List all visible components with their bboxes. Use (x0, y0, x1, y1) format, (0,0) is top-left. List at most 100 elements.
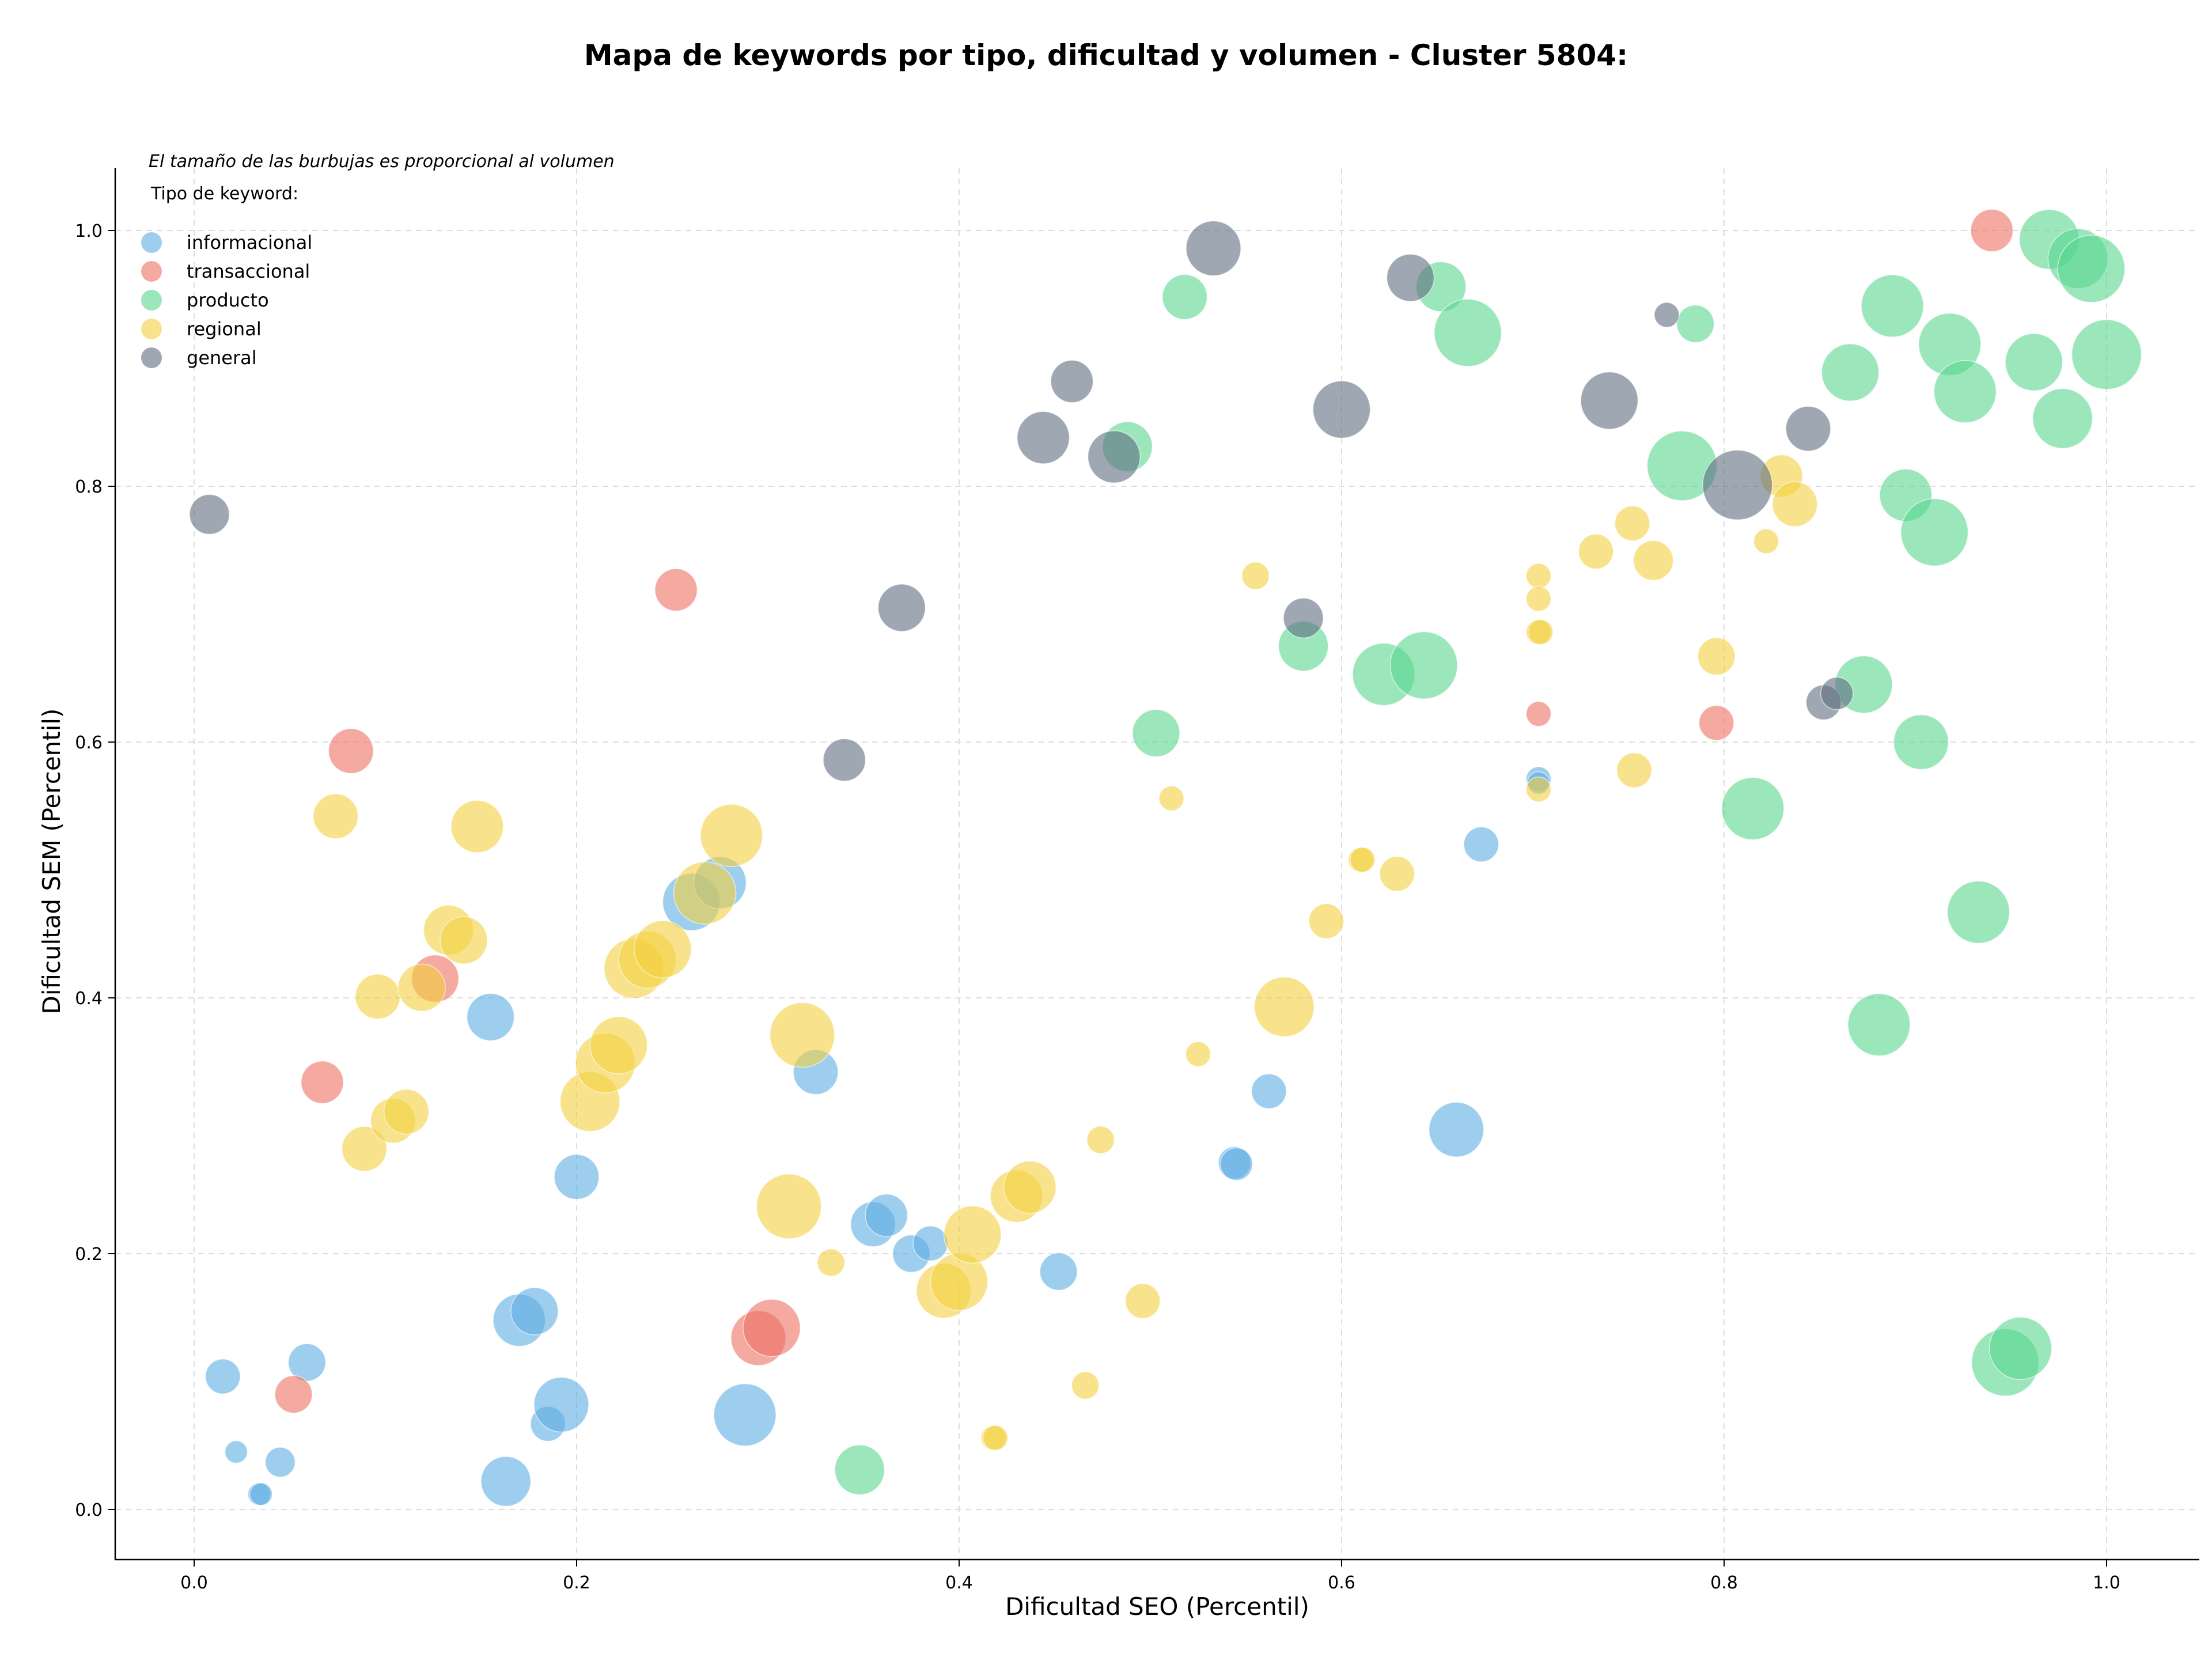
legend-label-regional: regional (187, 318, 262, 340)
bubble-informacional (912, 1225, 949, 1262)
bubble-regional (1253, 976, 1315, 1038)
x-tick-label: 0.2 (563, 1573, 590, 1593)
bubble-general (1312, 380, 1371, 439)
bubble-regional (1379, 856, 1415, 892)
bubble-regional (440, 916, 488, 964)
bubble-informacional (1463, 826, 1499, 862)
bubble-informacional (1428, 1102, 1484, 1157)
bubble-informacional (249, 1482, 273, 1506)
bubble-regional (1614, 505, 1650, 542)
legend-marker-producto (141, 290, 162, 311)
legend-marker-transaccional (141, 261, 162, 282)
bubble-regional (1697, 637, 1736, 676)
bubble-regional (982, 1425, 1009, 1451)
bubble-general (1580, 371, 1639, 430)
bubble-regional (450, 800, 504, 853)
x-axis-label: Dificultad SEO (Percentil) (1005, 1592, 1309, 1621)
legend-marker-regional (141, 319, 162, 339)
bubble-regional (1086, 1125, 1115, 1154)
bubble-producto (2071, 319, 2142, 390)
bubble-producto (1434, 298, 1502, 367)
bubble-informacional (466, 993, 515, 1042)
bubble-informacional (480, 1456, 532, 1507)
bubble-producto (1847, 993, 1911, 1057)
bubble-general (823, 738, 866, 782)
series-informacional (204, 766, 1552, 1507)
bubble-regional (1578, 534, 1614, 570)
bubble-regional (1308, 903, 1344, 939)
x-tick-label: 0.8 (1710, 1573, 1738, 1593)
bubble-regional (1158, 785, 1184, 812)
legend-items: informacional transaccional producto region… (141, 232, 312, 369)
bubble-regional (1071, 1371, 1100, 1400)
gridlines (115, 168, 2199, 1560)
x-tick-label: 0.4 (945, 1573, 973, 1593)
bubble-regional (1185, 1041, 1211, 1068)
bubble-regional (633, 920, 692, 979)
bubble-regional (1124, 1283, 1161, 1319)
bubble-informacional (264, 1447, 296, 1478)
size-annotation: El tamaño de las burbujas es proporciona… (149, 152, 615, 172)
x-tick-label: 0.6 (1328, 1573, 1355, 1593)
bubble-informacional (865, 1193, 908, 1237)
legend-label-general: general (187, 347, 257, 369)
bubble-informacional (1039, 1252, 1078, 1291)
y-ticks: 0.0 0.2 0.4 0.6 0.8 1.0 (75, 221, 115, 1520)
y-tick-label: 0.4 (75, 989, 103, 1009)
y-tick-label: 0.0 (75, 1500, 103, 1520)
series-general (189, 220, 1854, 782)
bubble-regional (355, 974, 401, 1020)
bubble-producto (1946, 880, 2010, 944)
bubble-general (1050, 360, 1094, 403)
legend-title: Tipo de keyword: (150, 184, 298, 204)
bubble-regional (1241, 561, 1270, 590)
bubble-informacional (224, 1440, 248, 1464)
legend-label-producto: producto (187, 289, 269, 311)
series-regional (313, 454, 1818, 1451)
bubble-general (1654, 302, 1680, 328)
bubble-transaccional (1970, 209, 2014, 252)
bubble-transaccional (654, 568, 698, 612)
bubble-producto (1988, 1316, 2052, 1380)
bubble-producto (834, 1444, 885, 1496)
bubble-producto (1676, 304, 1715, 343)
bubble-regional (1527, 619, 1554, 645)
bubble-general (1185, 220, 1241, 277)
bubble-informacional (713, 1383, 777, 1447)
bubble-regional (1772, 481, 1818, 527)
bubble-producto (1933, 360, 1997, 423)
bubble-informacional (554, 1154, 600, 1200)
bubble-regional (943, 1205, 1002, 1264)
legend-label-informacional: informacional (187, 232, 312, 253)
bubble-producto (2005, 333, 2063, 392)
bubble-producto (2032, 388, 2093, 449)
x-tick-label: 0.0 (180, 1573, 208, 1593)
y-tick-label: 0.6 (75, 733, 103, 753)
bubble-transaccional (1525, 701, 1552, 727)
bubble-regional (589, 1016, 648, 1074)
bubble-general (1785, 406, 1831, 452)
bubble-regional (1003, 1160, 1056, 1214)
bubble-general (1386, 253, 1435, 302)
bubble-regional (817, 1248, 846, 1277)
bubble-general (1016, 411, 1070, 464)
bubble-general (1087, 430, 1141, 484)
bubble-informacional (1219, 1147, 1253, 1181)
bubble-transaccional (328, 728, 374, 774)
bubble-producto (1721, 777, 1785, 841)
bubble-regional (1525, 586, 1552, 612)
bubble-producto (1893, 714, 1949, 770)
y-tick-label: 0.8 (75, 477, 103, 497)
bubble-regional (1616, 752, 1652, 788)
bubble-producto (1861, 274, 1924, 338)
y-axis-label: Dificultad SEM (Percentil) (37, 709, 66, 1015)
bubble-regional (1350, 846, 1376, 873)
bubbles-layer (189, 209, 2142, 1507)
bubble-producto (1900, 498, 1969, 566)
x-ticks: 0.0 0.2 0.4 0.6 0.8 1.0 (180, 1560, 2120, 1593)
bubble-producto (1389, 631, 1458, 699)
bubble-regional (673, 861, 737, 925)
bubble-informacional (510, 1287, 559, 1335)
x-tick-label: 1.0 (2093, 1573, 2120, 1593)
